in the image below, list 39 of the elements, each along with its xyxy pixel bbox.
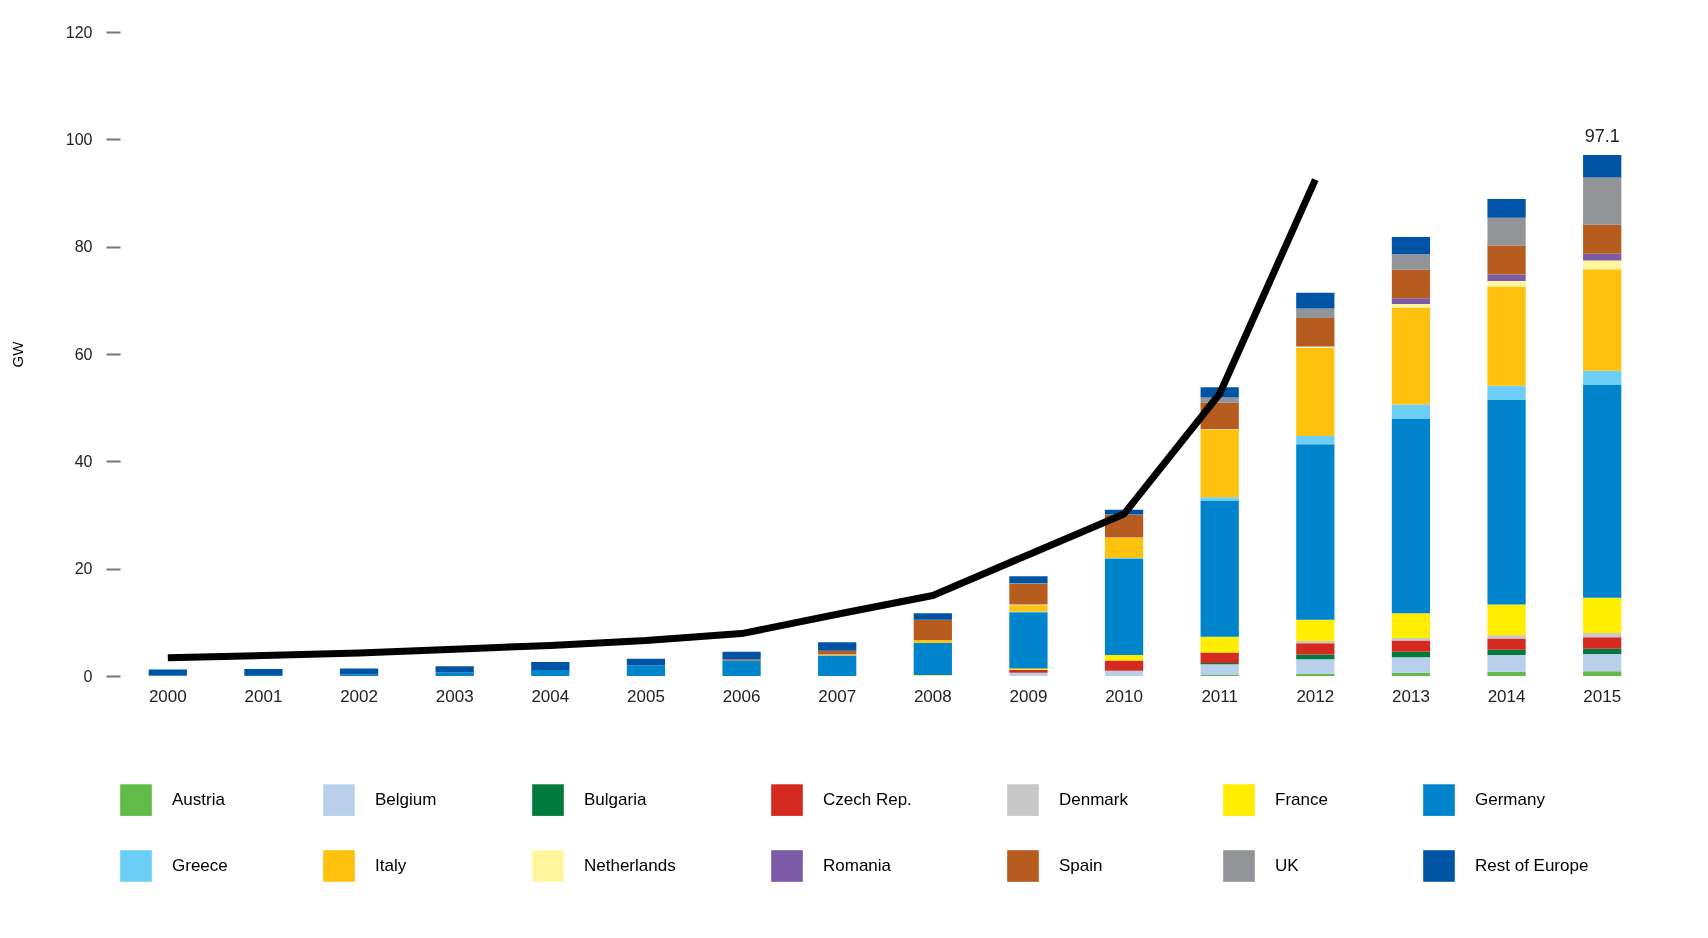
- y-tick-label: 60: [74, 345, 93, 363]
- total-label: 97.1: [1584, 125, 1620, 146]
- x-tick-label: 2010: [1105, 686, 1143, 706]
- legend-label: Rest of Europe: [1475, 856, 1589, 875]
- legend-label: Germany: [1475, 790, 1546, 810]
- legend-label: Austria: [172, 790, 226, 810]
- y-tick-label: 100: [65, 130, 93, 148]
- legend-label: Bulgaria: [584, 790, 647, 810]
- x-tick-label: 2012: [1296, 686, 1335, 706]
- y-tick-label: 0: [83, 667, 93, 685]
- y-axis-title: GW: [8, 340, 26, 368]
- legend-label: Romania: [823, 856, 892, 875]
- x-tick-label: 2008: [913, 686, 952, 706]
- legend-label: UK: [1275, 856, 1300, 875]
- x-tick-label: 2013: [1392, 686, 1430, 706]
- legend-label: Spain: [1059, 856, 1103, 875]
- legend-label: Denmark: [1059, 790, 1129, 810]
- x-tick-label: 2004: [531, 686, 570, 706]
- y-tick-label: 20: [74, 560, 93, 578]
- legend-label: Italy: [375, 856, 407, 875]
- legend-label: Greece: [172, 856, 228, 875]
- x-tick-label: 2007: [818, 686, 857, 706]
- legend-label: Belgium: [375, 790, 437, 810]
- x-tick-label: 2006: [722, 686, 761, 706]
- y-tick-label: 40: [74, 452, 93, 470]
- y-tick-label: 80: [74, 238, 93, 256]
- x-tick-label: 2003: [435, 686, 474, 706]
- legend-label: Netherlands: [584, 856, 676, 875]
- x-tick-label: 2014: [1487, 686, 1526, 706]
- x-tick-label: 2015: [1583, 686, 1622, 706]
- x-tick-label: 2011: [1201, 686, 1238, 706]
- legend-label: Czech Rep.: [823, 790, 912, 810]
- y-tick-label: 120: [65, 23, 93, 41]
- legend-label: France: [1275, 790, 1328, 810]
- x-tick-label: 2000: [148, 686, 187, 706]
- x-tick-label: 2009: [1009, 686, 1048, 706]
- x-tick-label: 2005: [627, 686, 665, 706]
- x-tick-label: 2002: [340, 686, 378, 706]
- x-tick-label: 2001: [244, 686, 283, 706]
